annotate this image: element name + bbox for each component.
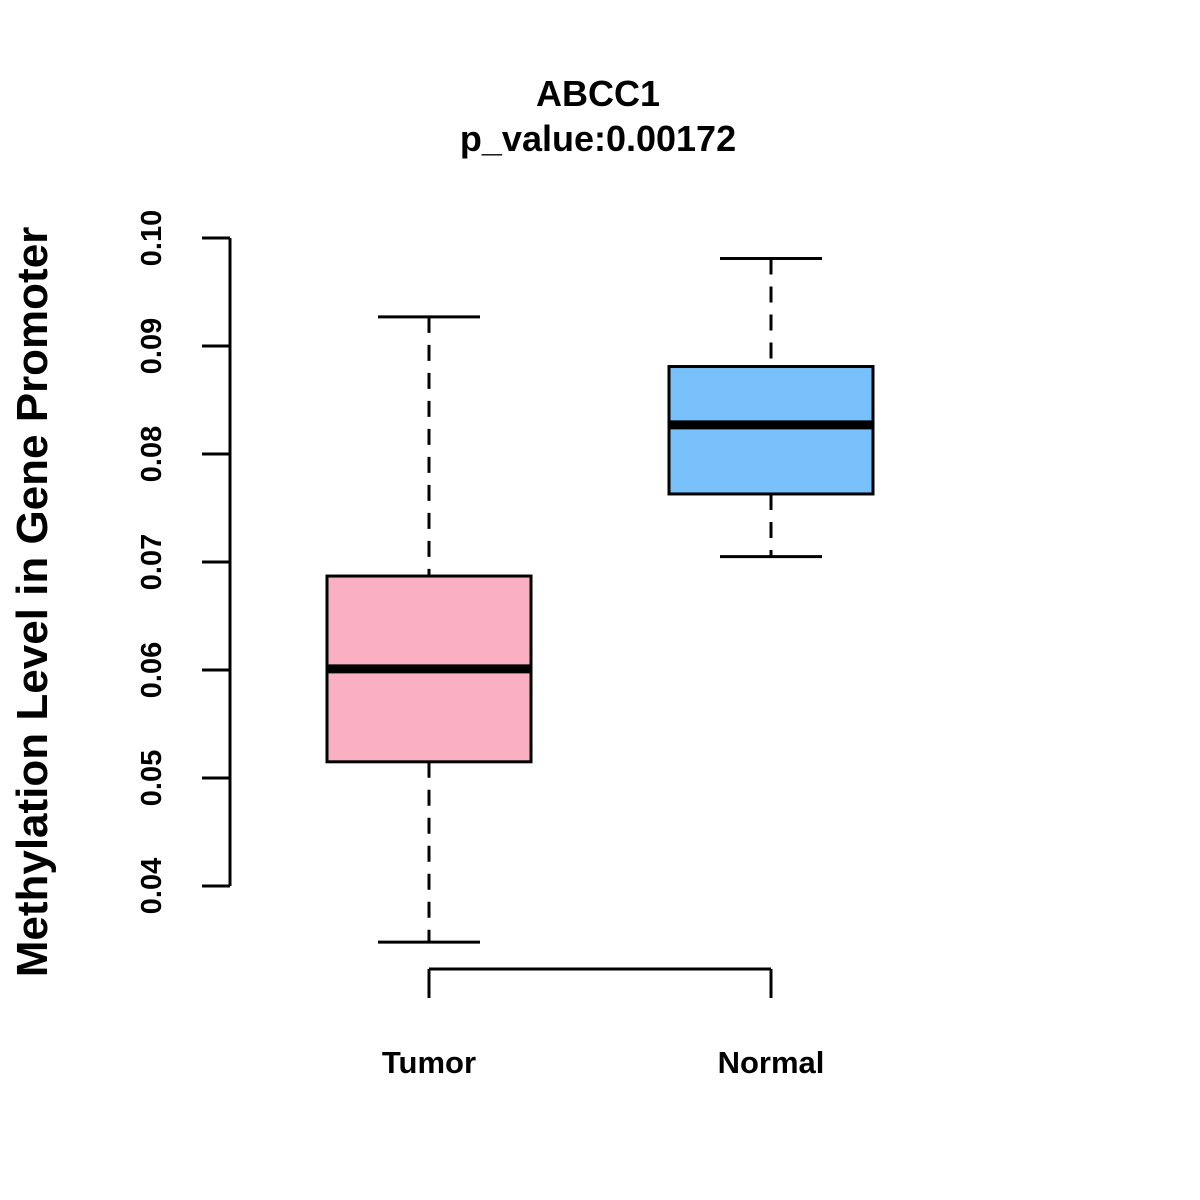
chart-subtitle: p_value:0.00172 bbox=[460, 118, 736, 159]
y-tick-label: 0.09 bbox=[136, 318, 168, 374]
y-tick-label: 0.10 bbox=[136, 210, 168, 266]
x-tick-label-normal: Normal bbox=[718, 1045, 825, 1080]
y-axis: 0.04 0.05 0.06 0.07 0.08 0.09 0.10 bbox=[136, 210, 232, 914]
y-tick-label: 0.08 bbox=[136, 426, 168, 482]
y-tick-label: 0.05 bbox=[136, 750, 168, 806]
y-axis-label: Methylation Level in Gene Promoter bbox=[8, 227, 57, 978]
boxes bbox=[325, 257, 875, 944]
x-axis: Tumor Normal bbox=[382, 967, 825, 1080]
y-tick-label: 0.04 bbox=[136, 858, 168, 914]
y-tick-label: 0.06 bbox=[136, 642, 168, 698]
box-normal bbox=[667, 257, 875, 559]
box-tumor bbox=[325, 315, 533, 944]
iqr-box bbox=[667, 365, 875, 496]
y-tick-label: 0.07 bbox=[136, 534, 168, 590]
chart-title: ABCC1 bbox=[536, 73, 660, 114]
x-tick-label-tumor: Tumor bbox=[382, 1045, 476, 1080]
